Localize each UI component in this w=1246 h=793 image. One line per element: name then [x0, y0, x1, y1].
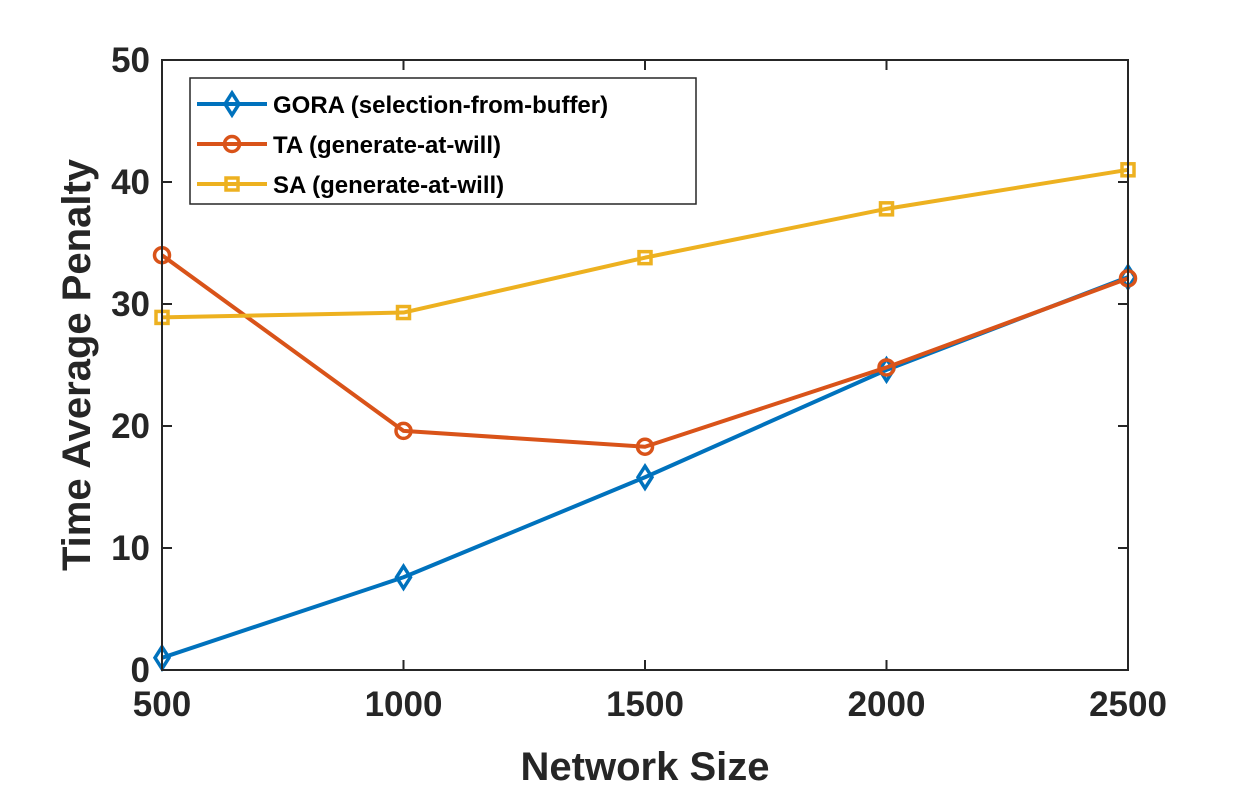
series-3 [154, 162, 1136, 326]
data-point [395, 304, 412, 321]
legend-entry-1: GORA (selection-from-buffer) [197, 89, 608, 119]
y-tick-label: 50 [111, 41, 150, 80]
ticks-layer: 500 1000 1500 2000 2500 0 10 20 30 40 50 [111, 41, 1167, 724]
x-tick-label: 500 [133, 685, 191, 724]
data-point [877, 358, 896, 377]
legend: GORA (selection-from-buffer) TA (generate… [189, 77, 697, 205]
legend-entry-3: SA (generate-at-will) [197, 172, 504, 199]
series-line [160, 253, 1129, 449]
data-point [637, 249, 653, 266]
y-tick-label: 20 [111, 407, 150, 446]
y-axis-label: Time Average Penalty [55, 158, 99, 571]
data-point [394, 563, 413, 592]
data-point [394, 421, 413, 441]
series-line [161, 167, 1129, 320]
legend-marker [224, 176, 240, 192]
x-tick-label: 1500 [606, 685, 684, 724]
legend-label: TA (generate-at-will) [273, 132, 501, 159]
y-tick-label: 30 [111, 285, 150, 324]
x-tick-label: 2000 [848, 685, 926, 724]
data-point [878, 201, 895, 217]
legend-label: SA (generate-at-will) [273, 172, 504, 199]
x-tick-label: 1000 [365, 685, 443, 724]
legend-box [189, 77, 697, 205]
data-point [635, 437, 655, 456]
legend-entry-2: TA (generate-at-will) [197, 132, 501, 159]
x-tick-label: 2500 [1089, 685, 1167, 724]
legend-marker [222, 89, 242, 119]
y-tick-label: 10 [111, 529, 150, 568]
legend-marker [222, 134, 242, 154]
legend-label: GORA (selection-from-buffer) [273, 92, 608, 119]
y-tick-label: 40 [111, 163, 150, 202]
legend-items: GORA (selection-from-buffer) TA (generate… [197, 89, 608, 199]
y-tick-label: 0 [131, 651, 150, 690]
data-point [635, 462, 655, 492]
x-axis-label: Network Size [521, 745, 770, 789]
